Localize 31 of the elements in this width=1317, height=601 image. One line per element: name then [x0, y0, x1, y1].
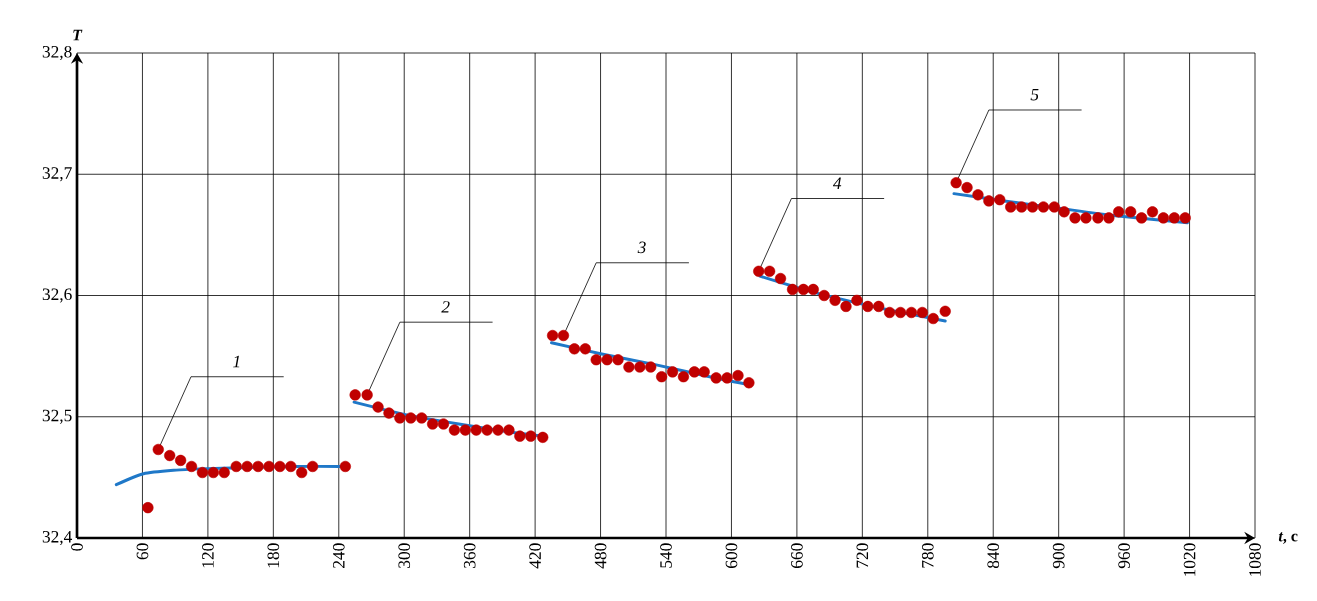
x-tick-label: 540 — [660, 543, 672, 568]
x-tick-label: 900 — [1052, 543, 1065, 569]
x-tick-label: 840 — [987, 543, 1000, 569]
annotation: 2 — [441, 301, 450, 313]
x-tick-label: 480 — [594, 543, 607, 569]
y-tick-label: 32,7 — [42, 167, 72, 182]
x-tick-label: 1080 — [1249, 543, 1261, 576]
x-tick-label: 180 — [267, 543, 280, 568]
annotation: 1 — [233, 355, 240, 368]
y-axis-title: T — [73, 29, 83, 41]
annotation: 5 — [1030, 88, 1039, 101]
x-tick-label: 0 — [71, 543, 83, 551]
y-tick-label: 32,6 — [42, 288, 72, 303]
x-tick-label: 120 — [202, 543, 214, 568]
x-tick-label: 720 — [856, 543, 869, 568]
x-tick-label: 240 — [332, 543, 345, 568]
x-tick-label: 960 — [1118, 543, 1130, 569]
y-tick-label: 32,5 — [42, 409, 72, 424]
annotation: 4 — [832, 177, 842, 189]
x-tick-label: 600 — [725, 543, 738, 568]
x-tick-label: 420 — [529, 543, 541, 569]
line-series — [952, 192, 1189, 225]
x-tick-label: 60 — [136, 543, 149, 560]
annotation: 3 — [637, 241, 646, 254]
x-tick-label: 300 — [398, 543, 411, 568]
x-tick-label: 780 — [921, 543, 934, 568]
x-axis-title: t, c — [1278, 532, 1298, 544]
x-tick-label: 1020 — [1183, 543, 1196, 576]
x-tick-label: 660 — [791, 543, 803, 568]
y-tick-label: 32,8 — [42, 45, 72, 61]
x-tick-label: 360 — [463, 543, 476, 568]
